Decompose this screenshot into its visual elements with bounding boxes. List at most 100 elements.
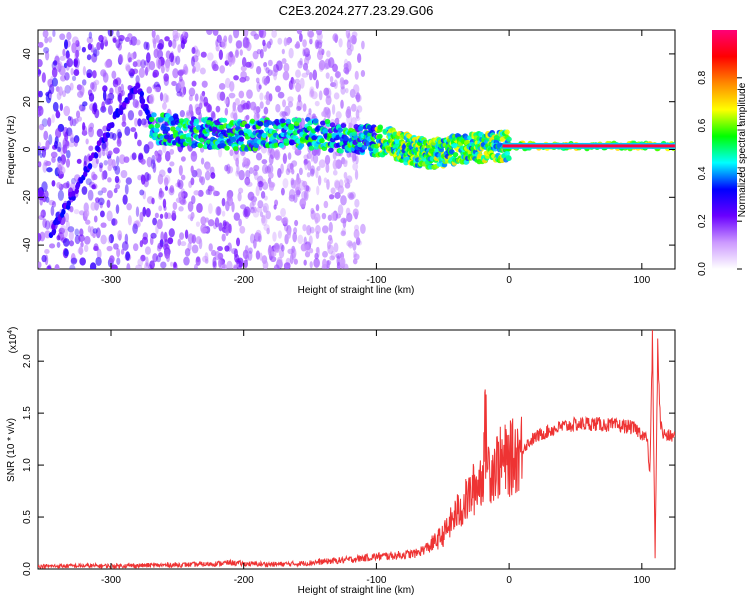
spectrogram-noise-cell [338,179,344,189]
spectrogram-noise-cell [195,168,203,178]
colorbar-tick-label: 0.8 [697,70,708,84]
spectrogram-noise-cell [111,218,116,226]
spectrogram-noise-cell [249,101,257,111]
spectrogram-noise-cell [233,30,240,39]
spectrogram-noise-cell [158,205,163,212]
spectrogram-noise-cell [103,159,108,166]
spectrogram-noise-cell [121,241,129,251]
spectrogram-track-cell [340,122,347,129]
spectrogram-noise-cell [211,249,217,257]
spectrogram-noise-cell [132,68,139,75]
spectrogram-noise-cell [146,61,151,72]
spectrogram-noise-cell [287,152,292,160]
spectrogram-noise-cell [66,150,71,159]
spectrogram-noise-cell [333,242,339,253]
spectrogram-noise-cell [125,65,131,72]
spectrogram-noise-cell [245,114,250,121]
spectrogram-noise-cell [85,178,92,186]
spectrogram-track-cell [230,136,237,142]
spectrogram-noise-cell [217,245,223,252]
spectrogram-noise-cell [277,256,283,265]
spectrogram-noise-cell [344,178,350,185]
spectrogram-noise-cell [343,79,349,85]
spectrogram-noise-cell [124,184,129,195]
spectrogram-noise-cell [201,227,208,233]
spectrogram-noise-cell [143,144,150,154]
spectrogram-noise-cell [107,177,112,183]
spectrogram-noise-cell [167,167,172,174]
spectrogram-noise-cell [106,245,113,252]
spectrogram-noise-cell [135,264,143,269]
spectrogram-noise-cell [260,190,266,199]
spectrogram-noise-cell [304,243,310,252]
spectrogram-noise-cell [221,264,228,269]
spectrogram-noise-cell [140,158,146,165]
spectrogram-noise-cell [193,190,200,196]
spectrogram-noise-cell [135,75,140,84]
spectrogram-noise-cell [282,178,289,189]
spectrogram-noise-cell [195,106,202,116]
spectrogram-track-cell [328,147,334,153]
spectrogram-track-cell [261,132,268,139]
spectrogram-noise-cell [187,201,194,212]
spectrogram-noise-cell [146,52,151,63]
spectrogram-noise-cell [45,196,50,203]
spectrogram-noise-cell [207,219,215,227]
spectrogram-track-cell [289,124,296,130]
spectrogram-noise-cell [87,123,93,133]
spectrogram-noise-cell [195,236,202,245]
spectrogram-noise-cell [178,78,185,89]
spectrogram-noise-cell [355,155,359,165]
spectrogram-noise-cell [191,46,196,55]
spectrogram-noise-cell [63,62,68,69]
spectrogram-noise-cell [321,111,326,117]
spectrogram-noise-cell [73,58,79,66]
spectrogram-noise-cell [256,81,261,93]
spectrogram-noise-cell [253,238,257,249]
spectrogram-noise-cell [76,158,82,164]
spectrogram-diagonal-cell [110,121,115,128]
spectrogram-noise-cell [147,141,154,150]
spectrogram-noise-cell [180,241,187,247]
spectrogram-track-cell [170,120,177,126]
spectrogram-noise-cell [221,197,226,207]
spectrogram-noise-cell [163,174,171,184]
spectrogram-noise-cell [158,193,163,200]
spectrogram-diagonal-cell [135,82,141,89]
spectrogram-track-cell [185,132,192,139]
spectrogram-noise-cell [190,150,198,162]
spectrogram-noise-cell [158,252,163,258]
spectrogram-noise-cell [117,92,122,104]
spectrogram-noise-cell [115,204,120,214]
spectrogram-noise-cell [48,243,56,249]
spectrogram-noise-cell [174,32,181,39]
colorbar-ticks: 0.0 0.2 0.4 0.6 0.8 [697,70,742,276]
spectrogram-noise-cell [145,256,149,267]
spectrogram-noise-cell [355,115,361,122]
spectrogram-noise-cell [52,30,56,38]
spectrogram-noise-cell [303,158,309,165]
colorbar-gradient [712,30,737,269]
spectrogram-noise-cell [90,82,95,90]
spectrogram-noise-cell [268,171,274,179]
spectrogram-track-cell [232,146,239,152]
spectrogram-noise-cell [125,251,131,261]
spectrogram-noise-cell [306,225,312,236]
spectrogram-track-cell [283,138,290,144]
spectrogram-noise-cell [169,185,175,194]
spectrogram-core-peak [502,144,675,148]
spectrogram-noise-cell [204,170,211,181]
spectrogram-noise-cell [144,246,151,255]
spectrogram-noise-cell [230,112,235,119]
snr-x-label: Height of straight line (km) [298,585,415,596]
spectrogram-noise-cell [107,105,113,116]
spectrogram-noise-cell [81,46,86,53]
spectrogram-noise-cell [218,83,226,90]
spectrogram-noise-cell [79,105,86,113]
spectrogram-noise-cell [151,154,156,165]
spectrogram-noise-cell [250,206,255,214]
spectrogram-noise-cell [180,39,186,50]
spectrogram-noise-cell [282,71,290,81]
spectrogram-track-cell [163,134,170,140]
spectrogram-noise-cell [78,234,85,243]
